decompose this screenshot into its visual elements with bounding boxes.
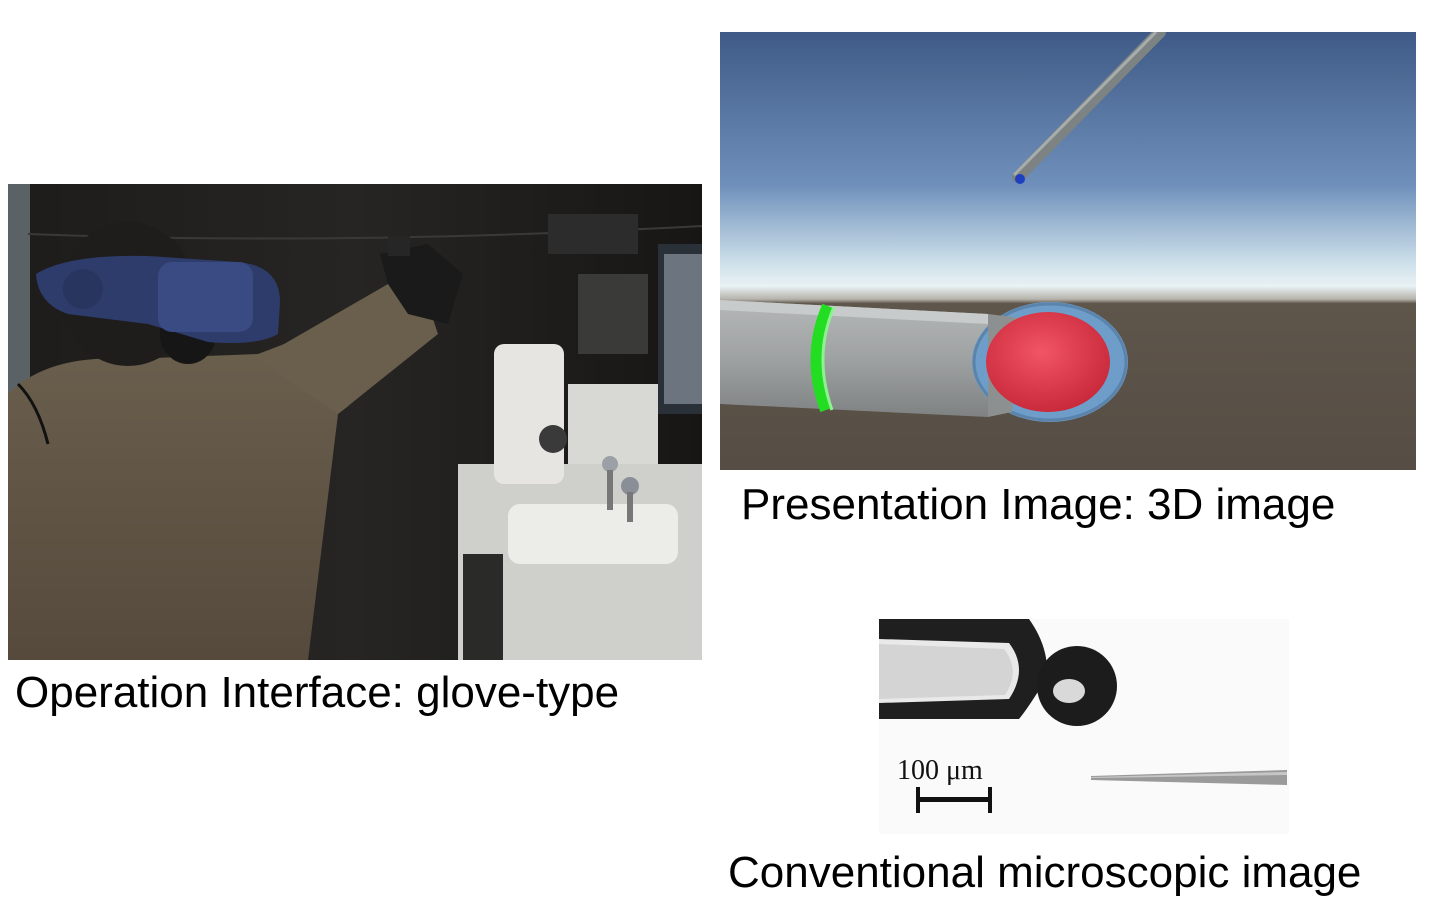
- microscopic-image: 100 μm: [879, 619, 1289, 834]
- needle-highlight: [1012, 32, 1158, 177]
- injection-needle: [1012, 32, 1166, 183]
- pipette-top-edge: [720, 300, 988, 324]
- caption-operation-interface: Operation Interface: glove-type: [15, 668, 620, 717]
- microscope-scene: 100 μm: [879, 619, 1289, 834]
- presentation-3d-render: [720, 32, 1416, 470]
- render-scene: [720, 32, 1416, 470]
- micro-pipette-inner: [879, 644, 1013, 699]
- focus-knob: [539, 425, 567, 453]
- joystick-stick-left: [607, 470, 613, 510]
- microscope-stage: [568, 384, 658, 464]
- ring-highlight: [821, 306, 836, 411]
- micro-needle-highlight: [1091, 772, 1287, 778]
- holding-pipette: [720, 300, 988, 417]
- table-cabinet: [463, 554, 503, 660]
- joystick-stick-right: [627, 492, 633, 522]
- cell-sphere: [986, 312, 1110, 412]
- joystick-knob-left: [602, 456, 618, 472]
- microscope-head: [578, 274, 648, 354]
- glove-tracker: [388, 236, 410, 256]
- micro-cell-highlight: [1053, 679, 1085, 703]
- caption-conventional-image: Conventional microscopic image: [728, 848, 1362, 897]
- headset-strap-knob: [63, 269, 103, 309]
- data-glove: [380, 244, 463, 324]
- headset-cable: [16, 382, 50, 445]
- operator-arm: [258, 284, 438, 414]
- operator-photo: [8, 184, 702, 660]
- operator-scene: [8, 184, 702, 660]
- green-marker-ring: [810, 303, 834, 413]
- monitor-screen: [664, 254, 702, 404]
- scale-bar-left-tick: [916, 787, 920, 813]
- caption-presentation-image: Presentation Image: 3D image: [741, 480, 1336, 529]
- scale-bar-line: [916, 797, 992, 802]
- headset-visor: [158, 262, 253, 332]
- scale-bar-label: 100 μm: [897, 755, 983, 786]
- scale-bar-right-tick: [988, 787, 992, 813]
- microscope-body: [494, 344, 564, 484]
- needle-tip: [1015, 174, 1025, 184]
- joystick-knob-right: [621, 477, 639, 495]
- camera-unit: [548, 214, 638, 254]
- halo-edge: [972, 302, 1128, 422]
- joystick-controller: [508, 504, 678, 564]
